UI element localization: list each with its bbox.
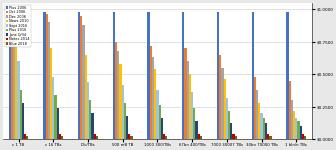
Bar xyxy=(200,136,202,139)
Bar xyxy=(193,108,196,139)
Bar xyxy=(258,103,260,139)
Bar xyxy=(269,136,271,139)
Bar xyxy=(291,100,293,139)
Bar xyxy=(302,134,304,139)
Bar xyxy=(252,12,254,139)
Bar xyxy=(20,90,22,139)
Bar xyxy=(165,136,167,139)
Bar xyxy=(11,13,13,139)
Bar xyxy=(154,69,156,139)
Bar xyxy=(78,12,80,139)
Bar xyxy=(115,42,117,139)
Bar xyxy=(50,48,52,139)
Bar xyxy=(48,22,50,139)
Bar xyxy=(228,111,230,139)
Bar xyxy=(263,118,265,139)
Legend: Plus 2006, Oct 2006, Dec 2006, News 2010, Sept 2016, Plus 2016, June Q/34, Notes: Plus 2006, Oct 2006, Dec 2006, News 2010… xyxy=(4,4,31,47)
Bar xyxy=(82,25,85,139)
Bar xyxy=(22,103,24,139)
Bar xyxy=(297,121,300,139)
Bar xyxy=(93,134,96,139)
Bar xyxy=(189,74,191,139)
Bar xyxy=(293,111,295,139)
Bar xyxy=(198,134,200,139)
Bar xyxy=(186,61,189,139)
Bar xyxy=(295,118,297,139)
Bar xyxy=(196,121,198,139)
Bar xyxy=(163,134,165,139)
Bar xyxy=(148,12,150,139)
Bar xyxy=(43,12,46,139)
Bar xyxy=(182,12,184,139)
Bar xyxy=(219,55,221,139)
Bar xyxy=(161,118,163,139)
Bar xyxy=(267,134,269,139)
Bar xyxy=(113,12,115,139)
Bar xyxy=(286,12,289,139)
Bar xyxy=(9,12,11,139)
Bar xyxy=(254,77,256,139)
Bar xyxy=(17,61,20,139)
Bar xyxy=(46,14,48,139)
Bar xyxy=(59,134,61,139)
Bar xyxy=(304,136,306,139)
Bar xyxy=(89,100,91,139)
Bar xyxy=(191,92,193,139)
Bar xyxy=(124,103,126,139)
Bar xyxy=(56,108,59,139)
Bar xyxy=(13,20,15,139)
Bar xyxy=(150,46,152,139)
Bar xyxy=(91,113,93,139)
Bar xyxy=(96,136,98,139)
Bar xyxy=(156,90,159,139)
Bar xyxy=(54,95,56,139)
Bar xyxy=(52,77,54,139)
Bar xyxy=(233,134,235,139)
Bar xyxy=(300,126,302,139)
Bar xyxy=(256,90,258,139)
Bar xyxy=(223,79,226,139)
Bar xyxy=(87,82,89,139)
Bar xyxy=(117,51,119,139)
Bar xyxy=(230,123,233,139)
Bar xyxy=(226,98,228,139)
Bar xyxy=(85,55,87,139)
Bar xyxy=(24,134,26,139)
Bar xyxy=(61,136,63,139)
Bar xyxy=(265,123,267,139)
Bar xyxy=(126,116,128,139)
Bar xyxy=(152,57,154,139)
Bar xyxy=(122,85,124,139)
Bar xyxy=(289,81,291,139)
Bar xyxy=(184,48,186,139)
Bar xyxy=(221,68,223,139)
Bar xyxy=(119,64,122,139)
Bar xyxy=(159,105,161,139)
Bar xyxy=(80,16,82,139)
Bar xyxy=(26,136,29,139)
Bar xyxy=(128,134,130,139)
Bar xyxy=(235,136,237,139)
Bar xyxy=(217,12,219,139)
Bar xyxy=(130,136,133,139)
Bar xyxy=(15,25,17,139)
Bar xyxy=(260,113,263,139)
